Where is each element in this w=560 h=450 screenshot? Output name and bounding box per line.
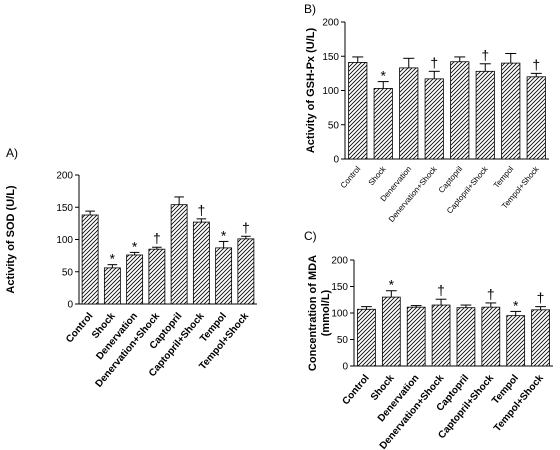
- y-tick-label: 50: [328, 120, 340, 131]
- y-tick-label: 100: [322, 86, 339, 97]
- bar: [126, 254, 144, 305]
- significance-dagger: †: [537, 290, 545, 306]
- bar: [424, 78, 444, 160]
- significance-star: *: [389, 277, 395, 293]
- panel-letter: A): [6, 146, 18, 160]
- y-tick-label: 200: [331, 256, 348, 267]
- panel-letter: C): [304, 229, 317, 243]
- bar: [170, 204, 188, 305]
- significance-dagger: †: [242, 219, 250, 235]
- bar: [103, 267, 121, 305]
- bar: [399, 67, 419, 160]
- bar: [475, 70, 495, 160]
- bar: [192, 221, 210, 305]
- significance-dagger: †: [481, 47, 489, 63]
- y-tick-label: 200: [56, 171, 73, 182]
- significance-star: *: [513, 297, 519, 313]
- significance-star: *: [221, 227, 227, 243]
- bar: [373, 88, 393, 160]
- bar: [81, 214, 99, 305]
- y-tick-label: 200: [322, 18, 339, 29]
- category-label: Tempol: [492, 164, 516, 190]
- bar: [481, 306, 501, 367]
- category-label: Denervation+Shock: [387, 164, 440, 224]
- bar: [148, 248, 166, 305]
- significance-dagger: †: [430, 54, 438, 70]
- panel-c-mda-chart: C) 0 50 100 150 200 Concentration of MDA (mmol/…: [304, 229, 553, 450]
- category-label: Control: [64, 311, 95, 345]
- y-axis-title: Activity of GSH-Px (U/L): [305, 28, 317, 154]
- bar: [357, 308, 376, 367]
- significance-star: *: [132, 238, 138, 254]
- significance-star: *: [110, 251, 116, 267]
- bar: [431, 304, 451, 367]
- significance-dagger: †: [487, 286, 495, 302]
- category-label: Control: [340, 373, 371, 407]
- y-tick-label: 150: [56, 203, 73, 214]
- y-axis-title: Activity of SOD (U/L): [5, 185, 17, 294]
- bar: [456, 307, 476, 367]
- y-tick-label: 100: [331, 309, 348, 320]
- y-tick-label: 0: [342, 362, 348, 373]
- bar: [406, 306, 426, 367]
- bar: [450, 61, 470, 160]
- significance-dagger: †: [532, 56, 540, 72]
- panel-a-sod-chart: A) 0 50 100 150 200 Activity of SOD (U/L) Contr…: [5, 146, 257, 390]
- significance-star: *: [381, 68, 387, 84]
- bar: [506, 315, 526, 367]
- bar: [215, 247, 233, 305]
- bar: [237, 238, 255, 305]
- bar: [381, 296, 401, 367]
- panel-b-gsh-px-chart: B) 0 50 100 150 200 Activity of GSH-Px (U/L) Co…: [304, 2, 549, 224]
- bar: [501, 62, 521, 160]
- bar: [526, 76, 546, 160]
- y-tick-label: 0: [333, 155, 339, 166]
- y-tick-label: 150: [331, 282, 348, 293]
- significance-dagger: †: [197, 202, 205, 218]
- y-tick-label: 100: [56, 235, 73, 246]
- bar: [348, 62, 368, 160]
- y-tick-label: 150: [322, 52, 339, 63]
- panel-letter: B): [304, 2, 316, 16]
- bar: [531, 309, 550, 367]
- significance-dagger: †: [437, 282, 445, 298]
- y-axis-title: (mmol/L): [320, 289, 332, 336]
- y-tick-label: 0: [67, 300, 73, 311]
- category-label: Shock: [367, 164, 389, 188]
- y-tick-label: 50: [337, 335, 349, 346]
- category-label: Control: [339, 164, 363, 190]
- y-tick-label: 50: [62, 267, 74, 278]
- significance-dagger: †: [153, 230, 161, 246]
- y-axis-title: Concentration of MDA: [307, 255, 319, 371]
